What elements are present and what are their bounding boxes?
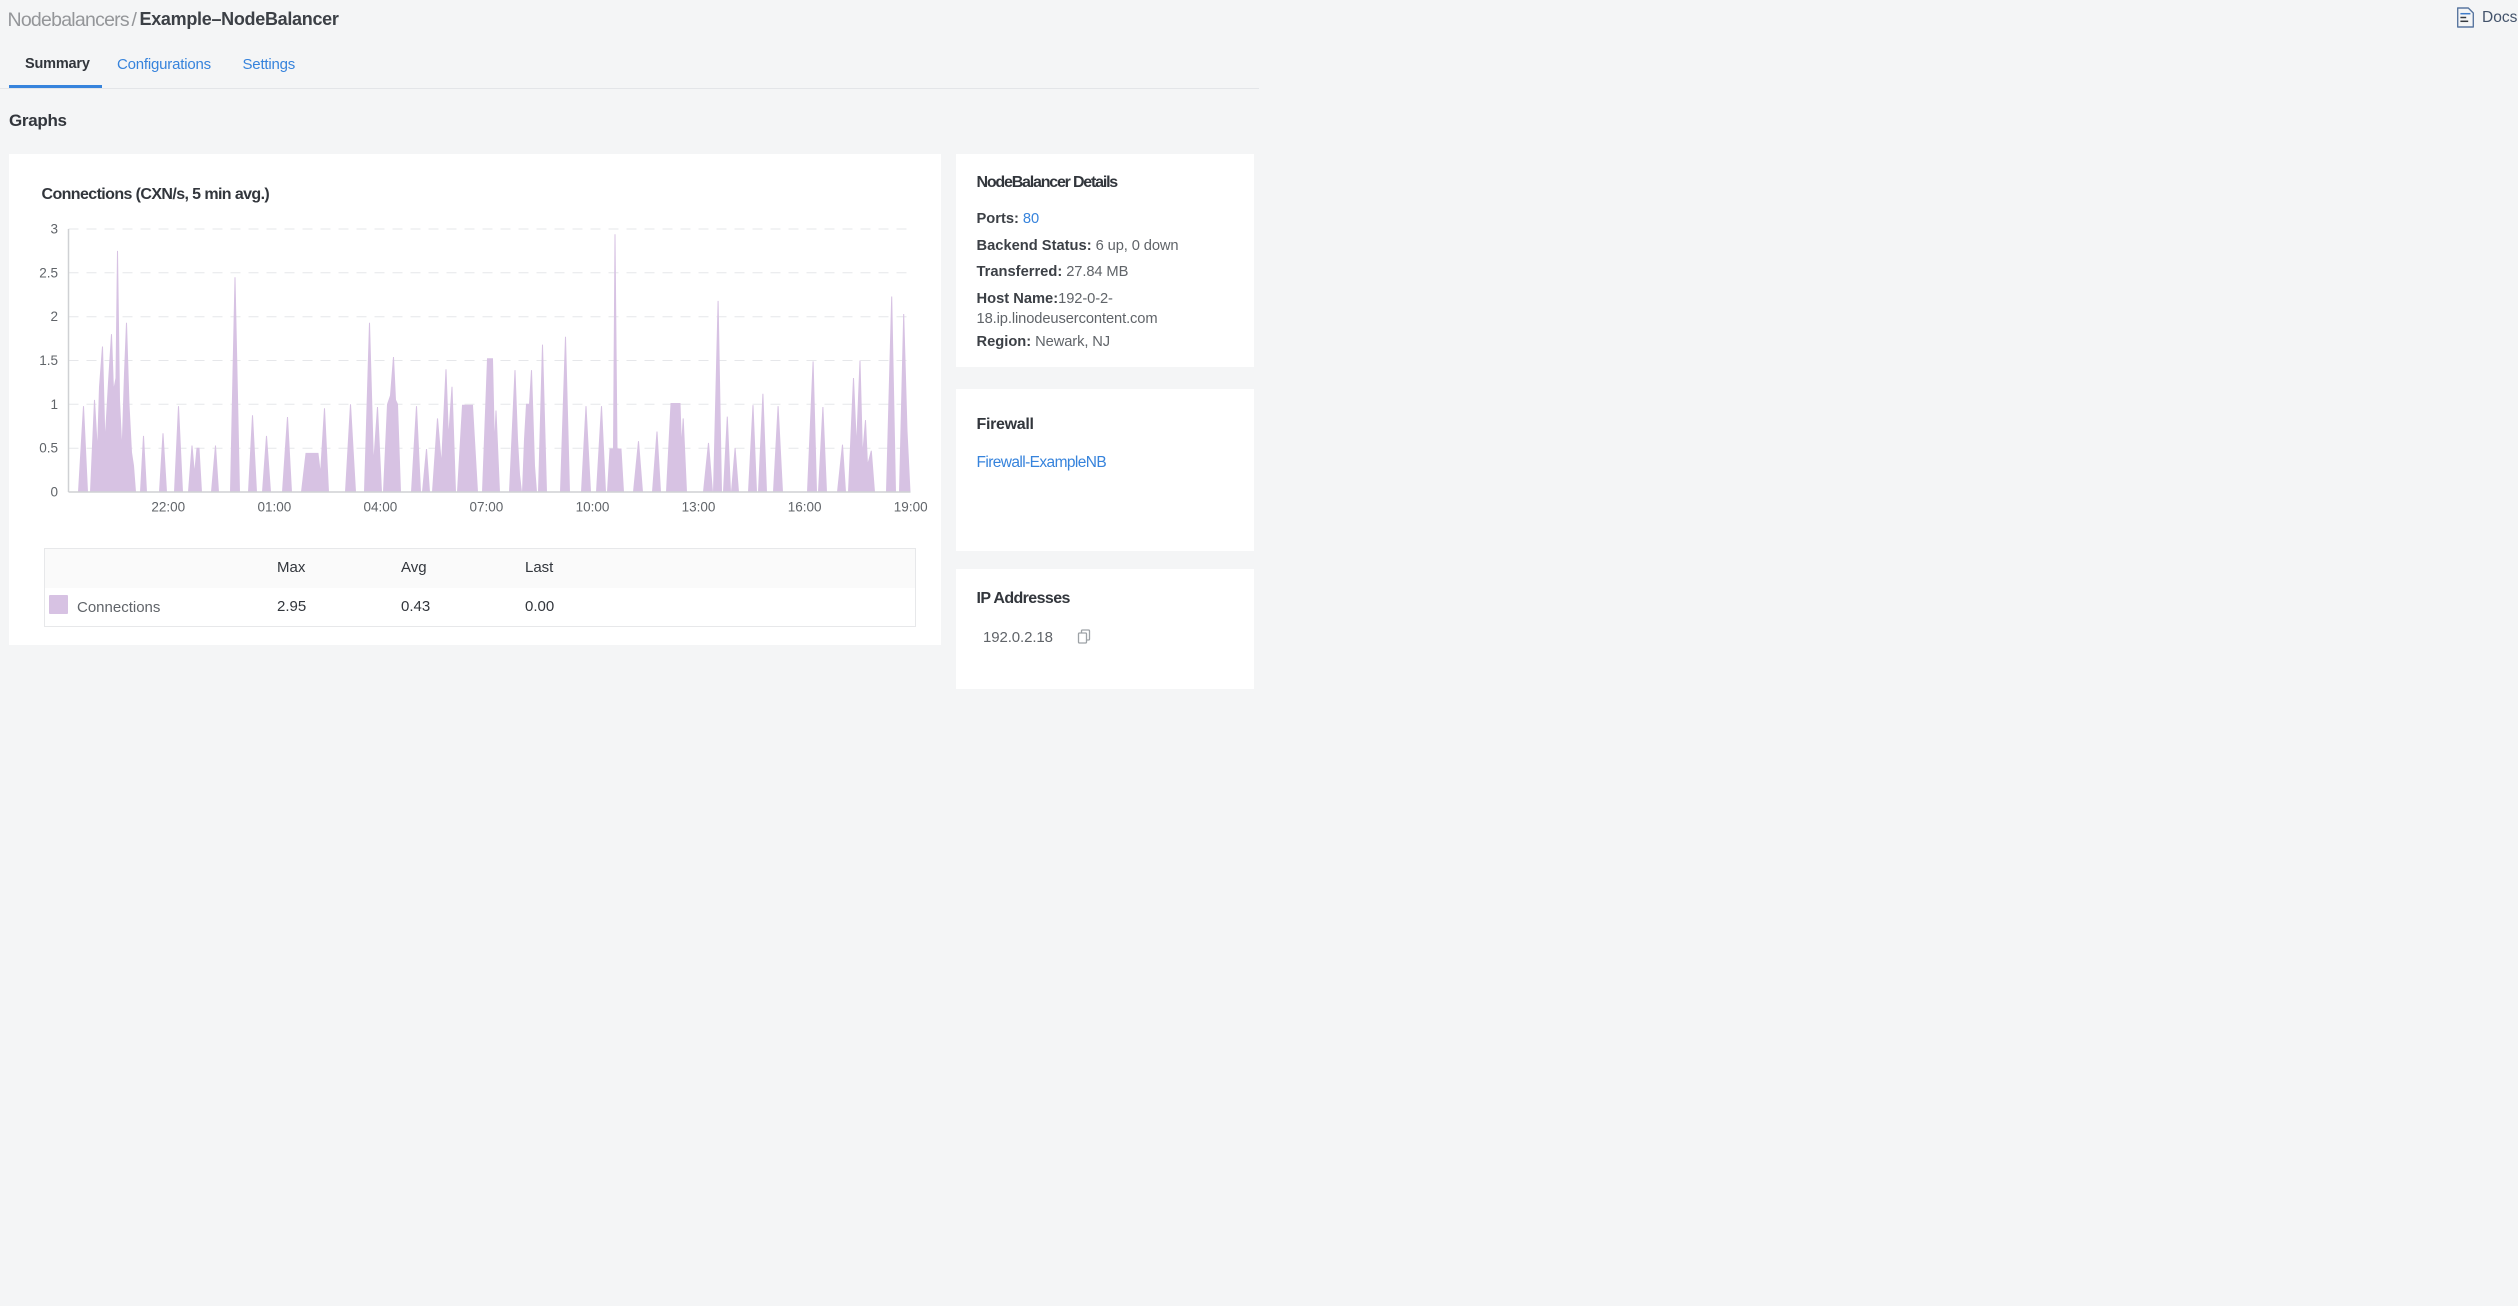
svg-text:13:00: 13:00 <box>681 499 715 514</box>
svg-text:01:00: 01:00 <box>257 499 291 514</box>
svg-text:19:00: 19:00 <box>893 499 927 514</box>
svg-text:10:00: 10:00 <box>575 499 609 514</box>
svg-text:0: 0 <box>50 484 58 499</box>
svg-text:16:00: 16:00 <box>787 499 821 514</box>
svg-text:3: 3 <box>50 221 58 236</box>
svg-text:1.5: 1.5 <box>39 353 58 368</box>
svg-text:07:00: 07:00 <box>469 499 503 514</box>
svg-text:0.5: 0.5 <box>39 440 58 455</box>
svg-text:2.5: 2.5 <box>39 265 58 280</box>
svg-text:04:00: 04:00 <box>363 499 397 514</box>
svg-text:22:00: 22:00 <box>151 499 185 514</box>
svg-text:1: 1 <box>50 396 58 411</box>
svg-text:2: 2 <box>50 309 58 324</box>
